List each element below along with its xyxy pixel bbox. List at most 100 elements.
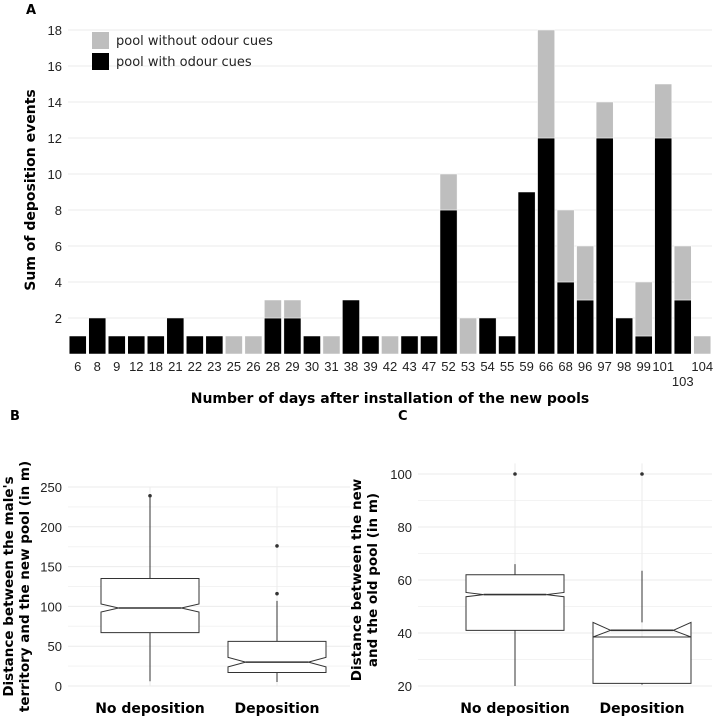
bar-with-odour <box>205 335 224 355</box>
x-tick-label: 101 <box>652 359 674 374</box>
bar-with-odour <box>634 335 653 355</box>
x-tick-label: 22 <box>188 359 202 374</box>
x-tick-label: 26 <box>246 359 260 374</box>
x-tick-label: 38 <box>344 359 358 374</box>
bar-with-odour <box>439 209 458 355</box>
bar-without-odour <box>283 299 302 319</box>
legend-swatch <box>92 53 109 70</box>
y-tick-label: 100 <box>40 599 62 614</box>
notched-box <box>592 621 692 684</box>
y-tick-label: 12 <box>48 131 62 146</box>
y-tick-label: 100 <box>390 467 412 482</box>
y-tick-label: 14 <box>48 95 62 110</box>
bar-without-odour <box>439 173 458 211</box>
y-tick-label: 80 <box>398 520 412 535</box>
outlier-point <box>640 472 644 476</box>
y-tick-label: 50 <box>48 639 62 654</box>
x-tick-label: 66 <box>539 359 553 374</box>
notched-box <box>227 640 327 673</box>
bar-without-odour <box>225 335 243 355</box>
notched-box <box>465 574 565 631</box>
y-tick-label: 10 <box>48 167 62 182</box>
bar-with-odour <box>283 317 302 355</box>
y-axis-title: Distance between the new <box>349 479 365 681</box>
x-tick-label: 31 <box>324 359 338 374</box>
y-axis-title: territory and the new pool (in m) <box>17 461 33 712</box>
bar-with-odour <box>537 137 555 355</box>
bar-without-odour <box>537 29 555 139</box>
bar-with-odour <box>615 317 633 355</box>
x-tick-label: 59 <box>519 359 533 374</box>
x-tick-label: 52 <box>441 359 455 374</box>
bar-with-odour <box>478 317 497 355</box>
bar-with-odour <box>107 335 126 355</box>
x-tick-label: 6 <box>74 359 81 374</box>
x-tick-label: 8 <box>94 359 101 374</box>
bar-with-odour <box>420 335 438 355</box>
bar-without-odour <box>459 317 477 355</box>
bar-without-odour <box>381 335 399 355</box>
legend-swatch <box>92 32 109 49</box>
bar-with-odour <box>127 335 146 355</box>
bar-without-odour <box>322 335 341 355</box>
y-tick-label: 6 <box>55 239 62 254</box>
x-tick-label: 47 <box>422 359 436 374</box>
x-tick-label: 42 <box>383 359 397 374</box>
x-tick-label: 96 <box>578 359 592 374</box>
y-tick-label: 250 <box>40 480 62 495</box>
bar-without-odour <box>576 245 594 301</box>
bar-with-odour <box>576 299 594 355</box>
x-tick-label: 28 <box>266 359 280 374</box>
bar-with-odour <box>595 137 614 355</box>
bar-with-odour <box>88 317 107 355</box>
bar-with-odour <box>498 335 516 355</box>
outlier-point <box>513 472 517 476</box>
outlier-point <box>148 493 152 498</box>
bar-without-odour <box>244 335 263 355</box>
panel-label-a: A <box>26 3 36 18</box>
y-axis-title: and the old pool (in m) <box>365 493 381 667</box>
x-tick-label: Deposition <box>600 701 685 716</box>
legend-label: pool with odour cues <box>116 55 252 70</box>
x-tick-label: 103 <box>672 374 694 389</box>
bar-with-odour <box>147 335 165 355</box>
legend-label: pool without odour cues <box>116 34 273 49</box>
y-tick-label: 16 <box>48 59 62 74</box>
x-tick-label: 53 <box>461 359 475 374</box>
x-tick-label: 18 <box>149 359 163 374</box>
y-tick-label: 150 <box>40 560 62 575</box>
x-tick-label: 9 <box>113 359 120 374</box>
bar-with-odour <box>361 335 380 355</box>
bar-with-odour <box>68 335 87 355</box>
x-axis-title: Number of days after installation of the… <box>191 391 590 407</box>
y-axis-title: Distance between the male's <box>1 476 17 696</box>
x-tick-label: 30 <box>305 359 319 374</box>
x-tick-label: 98 <box>617 359 631 374</box>
bar-with-odour <box>654 137 673 355</box>
x-tick-label: No deposition <box>95 701 205 716</box>
bar-with-odour <box>186 335 204 355</box>
bar-without-odour <box>264 299 282 319</box>
bar-without-odour <box>673 245 692 301</box>
x-tick-label: No deposition <box>460 701 570 716</box>
y-axis-title: Sum of deposition events <box>23 89 39 290</box>
x-tick-label: Deposition <box>235 701 320 716</box>
bar-with-odour <box>342 299 360 355</box>
y-tick-label: 0 <box>55 679 62 694</box>
x-tick-label: 29 <box>285 359 299 374</box>
bar-without-odour <box>595 101 614 139</box>
y-tick-label: 40 <box>398 626 412 641</box>
bar-without-odour <box>634 281 653 337</box>
x-tick-label: 23 <box>207 359 221 374</box>
bar-with-odour <box>303 335 321 355</box>
y-tick-label: 2 <box>55 311 62 326</box>
y-tick-label: 200 <box>40 520 62 535</box>
bar-with-odour <box>264 317 282 355</box>
x-tick-label: 39 <box>363 359 377 374</box>
bar-with-odour <box>166 317 185 355</box>
x-tick-label: 104 <box>691 359 713 374</box>
y-tick-label: 60 <box>398 573 412 588</box>
bar-with-odour <box>517 191 536 355</box>
bar-with-odour <box>673 299 692 355</box>
